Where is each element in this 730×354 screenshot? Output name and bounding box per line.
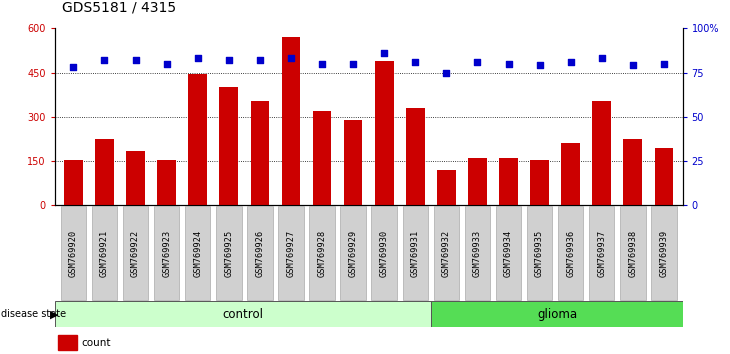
Point — [130, 57, 142, 63]
Point — [254, 57, 266, 63]
Text: GSM769939: GSM769939 — [659, 229, 669, 277]
FancyBboxPatch shape — [123, 206, 148, 300]
FancyBboxPatch shape — [589, 206, 615, 300]
Point — [658, 61, 669, 67]
FancyBboxPatch shape — [434, 206, 459, 300]
FancyBboxPatch shape — [620, 206, 645, 300]
Bar — [55, 301, 431, 327]
Text: GSM769923: GSM769923 — [162, 229, 171, 277]
FancyBboxPatch shape — [61, 206, 86, 300]
Bar — [561, 143, 580, 205]
Text: glioma: glioma — [537, 308, 577, 321]
FancyBboxPatch shape — [527, 206, 553, 300]
Text: control: control — [223, 308, 264, 321]
Bar — [95, 139, 114, 205]
FancyBboxPatch shape — [402, 206, 428, 300]
Text: GSM769934: GSM769934 — [504, 229, 513, 277]
Text: GSM769931: GSM769931 — [411, 229, 420, 277]
Point — [596, 56, 607, 61]
Point — [161, 61, 172, 67]
FancyBboxPatch shape — [216, 206, 242, 300]
Text: ▶: ▶ — [50, 309, 58, 319]
Text: GSM769933: GSM769933 — [473, 229, 482, 277]
Text: GSM769921: GSM769921 — [100, 229, 109, 277]
Bar — [499, 158, 518, 205]
Point — [378, 50, 390, 56]
Point — [565, 59, 577, 65]
Point — [627, 63, 639, 68]
Text: GSM769930: GSM769930 — [380, 229, 388, 277]
Bar — [655, 148, 673, 205]
Text: GSM769927: GSM769927 — [286, 229, 296, 277]
Point — [347, 61, 359, 67]
Text: GDS5181 / 4315: GDS5181 / 4315 — [62, 0, 176, 14]
FancyBboxPatch shape — [465, 206, 490, 300]
Bar — [282, 37, 300, 205]
Text: GSM769920: GSM769920 — [69, 229, 78, 277]
Bar — [431, 301, 683, 327]
Text: GSM769936: GSM769936 — [566, 229, 575, 277]
Text: GSM769938: GSM769938 — [629, 229, 637, 277]
Bar — [406, 108, 425, 205]
Bar — [468, 158, 487, 205]
Point — [503, 61, 515, 67]
Text: GSM769925: GSM769925 — [224, 229, 234, 277]
Point — [316, 61, 328, 67]
Bar — [437, 170, 456, 205]
Bar — [64, 160, 82, 205]
Text: count: count — [82, 338, 111, 348]
Bar — [344, 120, 362, 205]
Text: GSM769928: GSM769928 — [318, 229, 326, 277]
Text: GSM769929: GSM769929 — [349, 229, 358, 277]
Point — [440, 70, 452, 75]
Bar — [375, 61, 393, 205]
Point — [192, 56, 204, 61]
Bar — [312, 111, 331, 205]
FancyBboxPatch shape — [247, 206, 272, 300]
FancyBboxPatch shape — [154, 206, 180, 300]
FancyBboxPatch shape — [278, 206, 304, 300]
Point — [534, 63, 545, 68]
Point — [410, 59, 421, 65]
Bar — [250, 101, 269, 205]
Text: GSM769924: GSM769924 — [193, 229, 202, 277]
Point — [68, 64, 80, 70]
FancyBboxPatch shape — [185, 206, 210, 300]
FancyBboxPatch shape — [558, 206, 583, 300]
FancyBboxPatch shape — [372, 206, 397, 300]
Bar — [623, 139, 642, 205]
Point — [223, 57, 234, 63]
FancyBboxPatch shape — [651, 206, 677, 300]
Bar — [157, 160, 176, 205]
Bar — [593, 101, 611, 205]
Text: GSM769935: GSM769935 — [535, 229, 544, 277]
Bar — [188, 74, 207, 205]
FancyBboxPatch shape — [496, 206, 521, 300]
Text: GSM769922: GSM769922 — [131, 229, 140, 277]
Bar — [220, 87, 238, 205]
Text: GSM769932: GSM769932 — [442, 229, 451, 277]
Text: GSM769937: GSM769937 — [597, 229, 606, 277]
Point — [285, 56, 297, 61]
Text: GSM769926: GSM769926 — [255, 229, 264, 277]
Bar — [530, 160, 549, 205]
FancyBboxPatch shape — [92, 206, 118, 300]
Point — [99, 57, 110, 63]
FancyBboxPatch shape — [340, 206, 366, 300]
FancyBboxPatch shape — [310, 206, 335, 300]
Bar — [126, 151, 145, 205]
Point — [472, 59, 483, 65]
Bar — [58, 335, 77, 350]
Text: disease state: disease state — [1, 309, 69, 319]
